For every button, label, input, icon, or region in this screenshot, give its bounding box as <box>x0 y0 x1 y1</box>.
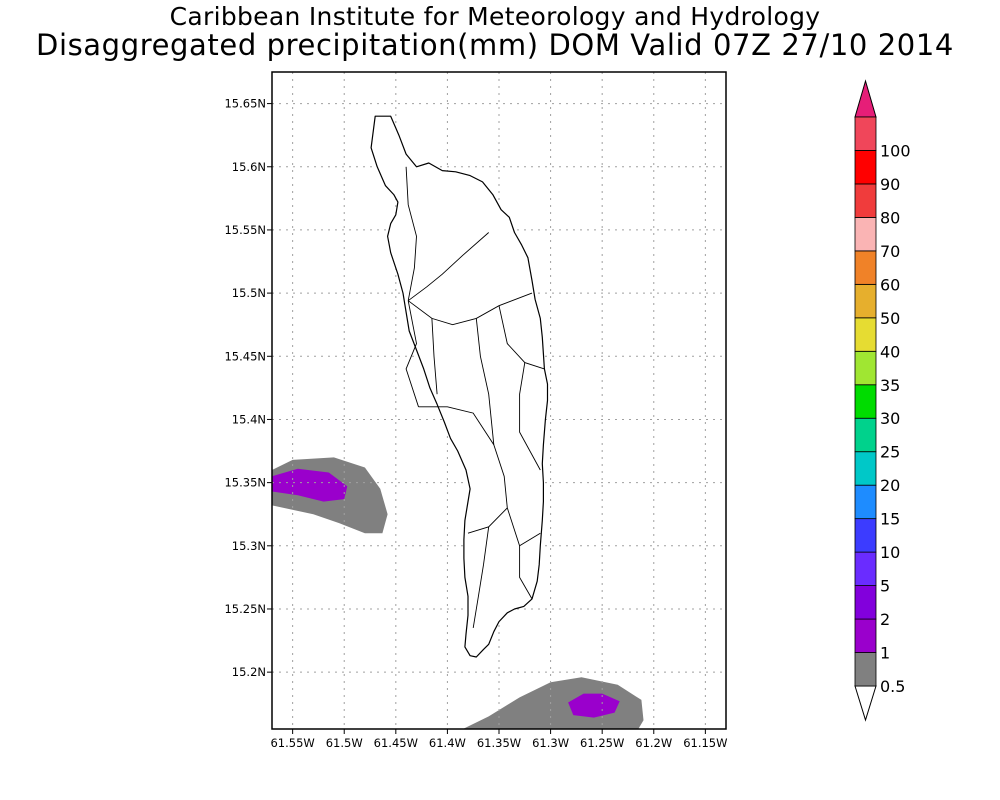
colorbar-level-label: 30 <box>880 409 900 428</box>
colorbar-level-label: 2 <box>880 610 890 629</box>
lon-tick-label: 61.25W <box>580 736 624 750</box>
colorbar-level-label: 40 <box>880 342 900 361</box>
colorbar-swatch <box>854 652 877 687</box>
colorbar-level-label: 15 <box>880 510 900 529</box>
colorbar-level-label: 0.5 <box>880 677 905 696</box>
colorbar-swatch <box>854 116 877 151</box>
colorbar-level-label: 1 <box>880 644 890 663</box>
lon-tick-label: 61.35W <box>477 736 521 750</box>
colorbar-swatch <box>854 484 877 520</box>
lon-tick-label: 61.2W <box>635 736 672 750</box>
plot-area <box>272 72 726 729</box>
watershed-boundary <box>407 232 489 302</box>
colorbar-level-label: 70 <box>880 242 900 261</box>
colorbar-swatch <box>854 618 877 653</box>
colorbar-swatch <box>854 150 877 185</box>
lat-tick-label: 15.4N <box>232 412 266 426</box>
colorbar-swatch <box>854 317 877 352</box>
colorbar-level-label: 10 <box>880 543 900 562</box>
colorbar-swatch <box>854 183 877 218</box>
colorbar-level-label: 20 <box>880 476 900 495</box>
colorbar-over-triangle <box>854 79 877 118</box>
colorbar-level-label: 80 <box>880 208 900 227</box>
lat-tick-label: 15.3N <box>232 539 266 553</box>
watershed-boundary <box>519 532 541 547</box>
lat-tick-label: 15.35N <box>224 476 266 490</box>
colorbar-swatch <box>854 518 877 553</box>
colorbar-swatch <box>854 585 877 620</box>
watershed-boundary <box>418 406 508 508</box>
precip-zone-1-2 <box>568 693 620 718</box>
lon-tick-label: 61.55W <box>270 736 314 750</box>
watershed-boundary <box>405 300 419 407</box>
watershed-boundary <box>472 526 490 628</box>
colorbar-swatch <box>854 283 877 319</box>
lon-tick-label: 61.3W <box>532 736 569 750</box>
watershed-boundary <box>498 305 545 370</box>
lat-tick-label: 15.6N <box>232 160 266 174</box>
lon-tick-label: 61.4W <box>429 736 466 750</box>
colorbar-level-label: 25 <box>880 443 900 462</box>
colorbar-level-label: 60 <box>880 275 900 294</box>
watershed-boundary <box>405 166 417 301</box>
title-line-2: Disaggregated precipitation(mm) DOM Vali… <box>36 28 954 62</box>
lat-tick-label: 15.25N <box>224 602 266 616</box>
watershed-boundary <box>506 507 533 600</box>
precip-zone-1-2 <box>272 468 348 502</box>
lat-tick-label: 15.55N <box>224 223 266 237</box>
lat-tick-label: 15.65N <box>224 97 266 111</box>
colorbar-level-label: 35 <box>880 376 900 395</box>
colorbar-level-label: 50 <box>880 309 900 328</box>
title-line-1: Caribbean Institute for Meteorology and … <box>169 2 821 31</box>
colorbar-swatch <box>854 350 877 386</box>
colorbar-swatch <box>854 551 877 586</box>
colorbar-level-label: 5 <box>880 577 890 596</box>
colorbar-swatch <box>854 250 877 285</box>
colorbar-under-triangle <box>854 685 877 722</box>
lon-tick-label: 61.15W <box>683 736 727 750</box>
lon-tick-label: 61.45W <box>374 736 418 750</box>
lat-tick-label: 15.45N <box>224 349 266 363</box>
watershed-boundary <box>519 362 541 471</box>
colorbar-swatch <box>854 384 877 419</box>
colorbar-level-label: 100 <box>880 141 911 160</box>
colorbar-swatch <box>854 417 877 453</box>
colorbar-level-label: 90 <box>880 175 900 194</box>
colorbar-swatch <box>854 217 877 252</box>
colorbar-swatch <box>854 451 877 486</box>
watershed-boundary <box>475 318 495 445</box>
lat-tick-label: 15.2N <box>232 665 266 679</box>
lon-tick-label: 61.5W <box>326 736 363 750</box>
lat-tick-label: 15.5N <box>232 286 266 300</box>
watershed-boundary <box>431 318 438 395</box>
watershed-boundary <box>407 292 533 326</box>
